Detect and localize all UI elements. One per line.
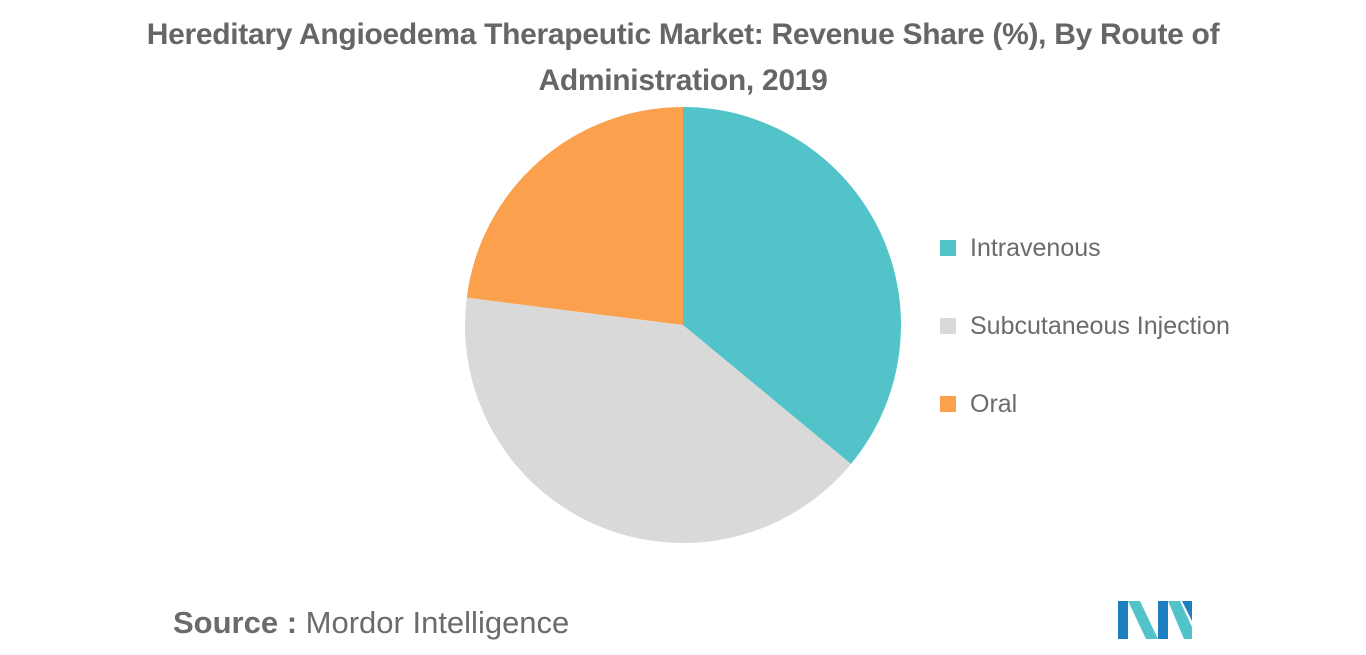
legend-label-oral: Oral	[970, 389, 1018, 418]
legend-item-oral: Oral	[940, 386, 1230, 422]
pie-slice-intravenous	[683, 107, 901, 464]
legend-label-intravenous: Intravenous	[970, 233, 1101, 262]
source-label: Source :	[173, 605, 298, 640]
source-line: Source : Mordor Intelligence	[173, 605, 569, 641]
mordor-intelligence-logo	[1118, 601, 1192, 639]
legend-swatch-oral	[940, 396, 956, 412]
source-text: Mordor Intelligence	[305, 605, 570, 640]
chart-title-line-1: Hereditary Angioedema Therapeutic Market…	[146, 18, 1220, 51]
logo-shape-right-bar	[1182, 601, 1192, 621]
legend-label-subcutaneous-injection: Subcutaneous Injection	[970, 311, 1230, 340]
logo-shape-left-diagonal	[1128, 601, 1158, 639]
chart-title-line-2: Administration, 2019	[538, 64, 828, 97]
logo-shape-middle-bar	[1158, 601, 1168, 639]
legend-item-intravenous: Intravenous	[940, 230, 1230, 266]
legend: Intravenous Subcutaneous Injection Oral	[940, 230, 1230, 464]
logo-shape-left-bar	[1118, 601, 1128, 639]
legend-swatch-intravenous	[940, 240, 956, 256]
pie-slice-oral	[466, 107, 683, 325]
legend-swatch-subcutaneous-injection	[940, 318, 956, 334]
chart-title: Hereditary Angioedema Therapeutic Market…	[60, 12, 1306, 104]
legend-item-subcutaneous-injection: Subcutaneous Injection	[940, 308, 1230, 344]
logo-shape-right-diagonal	[1168, 601, 1192, 639]
pie-slice-subcutaneous-injection	[465, 297, 851, 543]
